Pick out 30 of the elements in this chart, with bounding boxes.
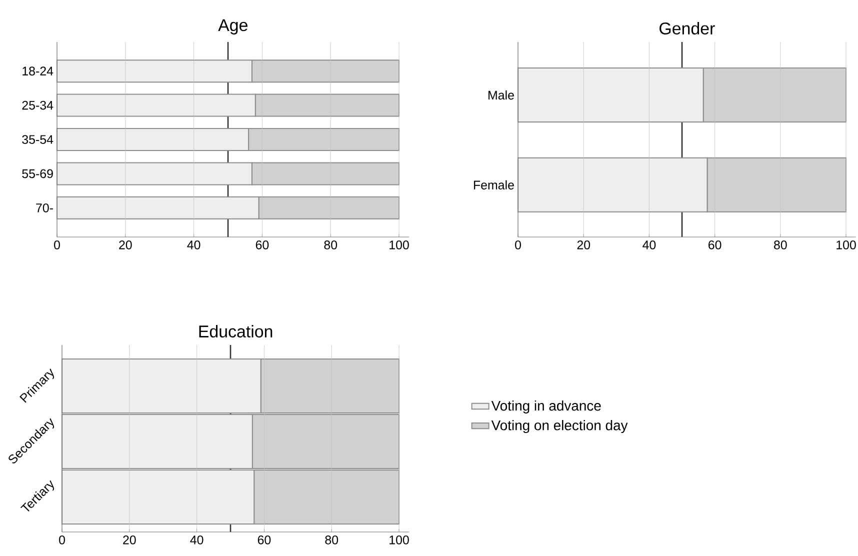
x-tick-label: 60 bbox=[708, 240, 722, 250]
y-tick-label: 70- bbox=[36, 204, 53, 212]
y-tick-label: 25-34 bbox=[22, 100, 54, 110]
y-tick-label: 35-54 bbox=[22, 135, 54, 144]
x-tick-label: 100 bbox=[390, 536, 409, 544]
x-tick-label: 0 bbox=[54, 240, 60, 250]
y-tick-label: 55-69 bbox=[22, 169, 53, 178]
chart-title: Age bbox=[218, 19, 248, 34]
x-tick-label: 60 bbox=[256, 240, 269, 250]
x-tick-label: 100 bbox=[390, 240, 409, 250]
y-tick-label: Male bbox=[488, 90, 514, 100]
x-tick-label: 80 bbox=[324, 240, 338, 250]
y-tick-label: 18-24 bbox=[22, 66, 54, 76]
chart-title: Education bbox=[199, 325, 272, 338]
x-tick-label: 40 bbox=[642, 240, 656, 250]
x-tick-label: 100 bbox=[836, 240, 856, 250]
x-tick-label: 20 bbox=[123, 536, 136, 544]
x-tick-label: 80 bbox=[774, 240, 787, 250]
legend-label: Voting in advance bbox=[491, 400, 601, 414]
legend-label: Voting on election day bbox=[491, 420, 628, 434]
chart-title: Gender bbox=[660, 22, 715, 34]
y-tick-label: Female bbox=[474, 180, 514, 190]
x-tick-label: 60 bbox=[258, 536, 271, 544]
x-tick-label: 0 bbox=[515, 240, 521, 250]
x-tick-label: 0 bbox=[59, 536, 65, 544]
x-tick-label: 20 bbox=[119, 240, 132, 250]
x-tick-label: 20 bbox=[577, 240, 590, 250]
x-tick-label: 40 bbox=[190, 536, 204, 544]
x-tick-label: 80 bbox=[325, 536, 338, 544]
x-tick-label: 40 bbox=[187, 240, 200, 250]
